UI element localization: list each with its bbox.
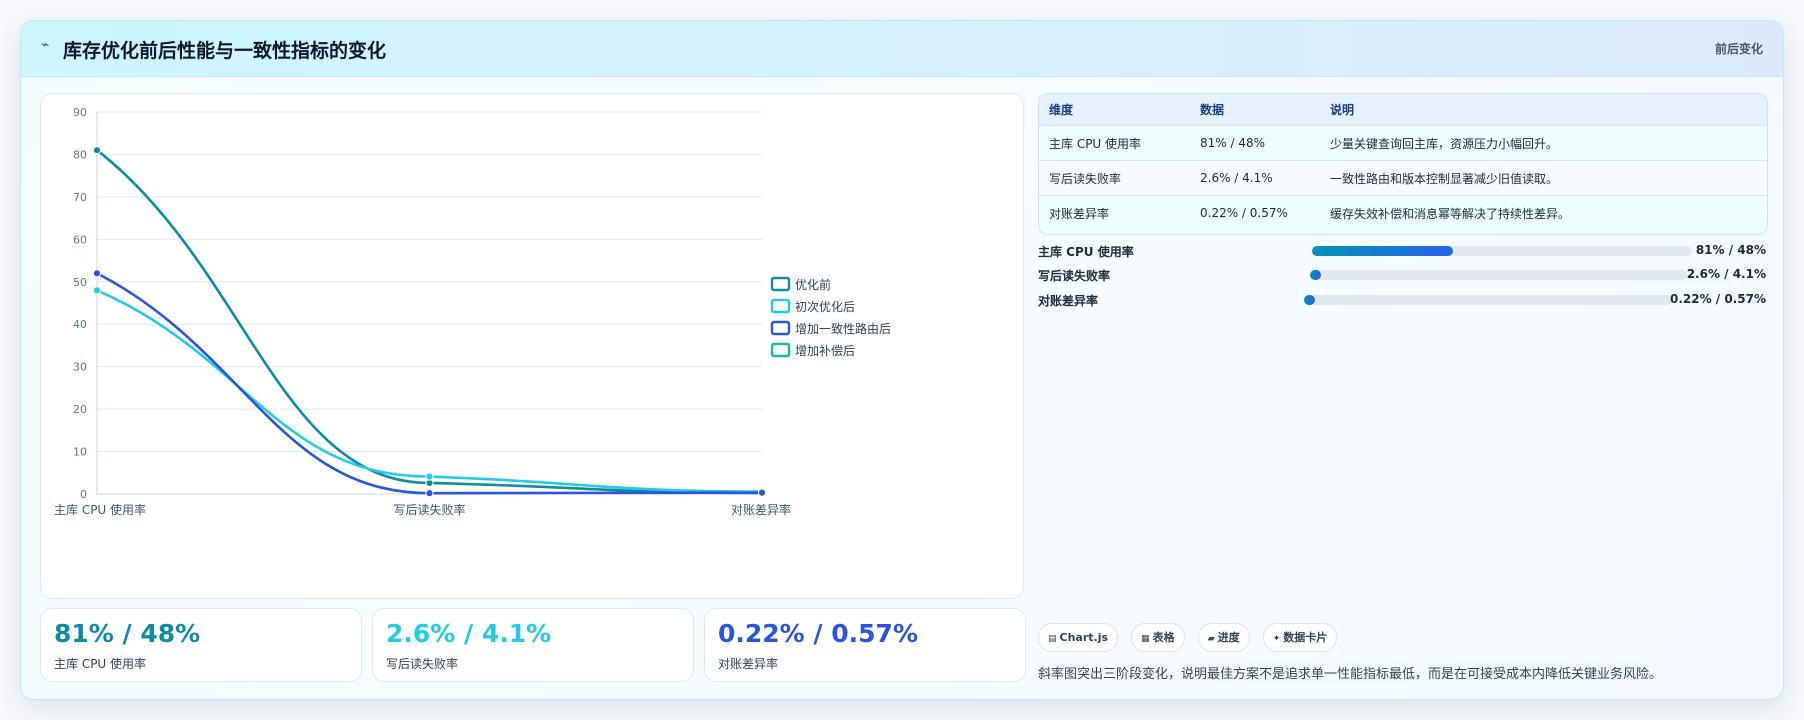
y-tick-label: 50 [73, 276, 87, 289]
table-header-cell: 数据 [1190, 94, 1320, 126]
table-header-cell: 说明 [1320, 94, 1767, 126]
chart-icon: ▤ [1048, 634, 1057, 644]
table-cell: 主库 CPU 使用率 [1039, 125, 1190, 161]
kpi-value: 81% / 48% [54, 619, 201, 648]
progress-label: 主库 CPU 使用率 [1038, 245, 1134, 259]
progress-label: 写后读失败率 [1038, 269, 1111, 283]
legend-swatch [770, 320, 791, 336]
legend-swatch [770, 298, 791, 314]
table-cell: 对账差异率 [1039, 195, 1190, 230]
data-table: 维度 数据 说明 主库 CPU 使用率 81% / 48% 少量关键查询回主库，… [1038, 93, 1768, 235]
table-row: 写后读失败率 2.6% / 4.1% 一致性路由和版本控制显著减少旧值读取。 [1039, 160, 1767, 196]
tag-list: ▤ Chart.js ▦ 表格 ▰ 进度 ✦ 数据卡片 [1038, 623, 1345, 652]
chart-note: 斜率图突出三阶段变化，说明最佳方案不是追求单一性能指标最低，而是在可接受成本内降… [1038, 667, 1663, 682]
data-point [92, 286, 102, 295]
series-line [96, 272, 763, 495]
table-row: 主库 CPU 使用率 81% / 48% 少量关键查询回主库，资源压力小幅回升。 [1039, 125, 1767, 161]
tag-table[interactable]: ▦ 表格 [1131, 623, 1185, 652]
tag-data-card[interactable]: ✦ 数据卡片 [1262, 623, 1338, 652]
tag-label: 进度 [1217, 631, 1240, 644]
y-tick-label: 90 [73, 106, 87, 119]
kpi-label: 主库 CPU 使用率 [54, 657, 147, 671]
kpi-card: 0.22% / 0.57% 对账差异率 [704, 608, 1026, 682]
table-cell: 0.22% / 0.57% [1190, 195, 1320, 230]
table-row: 对账差异率 0.22% / 0.57% 缓存失效补偿和消息幂等解决了持续性差异。 [1039, 195, 1767, 230]
progress-row: 主库 CPU 使用率 81% / 48% [1038, 241, 1766, 261]
series-line [96, 289, 763, 493]
table-cell: 写后读失败率 [1039, 160, 1190, 196]
tag-label: 表格 [1152, 631, 1175, 644]
progress-value: 81% / 48% [1695, 243, 1766, 257]
tag-label: Chart.js [1059, 631, 1109, 644]
card-icon: ✦ [1272, 634, 1281, 644]
progress-value: 0.22% / 0.57% [1670, 292, 1766, 306]
data-point [92, 146, 102, 155]
data-point [757, 488, 767, 497]
table-cell: 少量关键查询回主库，资源压力小幅回升。 [1320, 125, 1767, 161]
x-tick-label: 写后读失败率 [393, 502, 465, 517]
kpi-card: 2.6% / 4.1% 写后读失败率 [372, 608, 694, 682]
kpi-label: 写后读失败率 [386, 657, 459, 671]
chart-icon: ⌁ [41, 37, 50, 53]
line-chart: 0 10 20 30 40 50 60 70 80 90 主库 CPU 使用率 写后读失败率 对账差异率… [54, 106, 891, 517]
x-tick-label: 主库 CPU 使用率 [54, 502, 146, 517]
progress-row: 对账差异率 0.22% / 0.57% [1038, 290, 1766, 310]
chart-panel: 0 10 20 30 40 50 60 70 80 90 主库 CPU 使用率 写后读失败率 对账差异率… [40, 93, 1024, 599]
card-header: ⌁ 库存优化前后性能与一致性指标的变化 前后变化 [21, 21, 1783, 77]
table-cell: 2.6% / 4.1% [1190, 160, 1320, 196]
table-cell: 一致性路由和版本控制显著减少旧值读取。 [1320, 160, 1767, 196]
progress-track [1312, 246, 1692, 256]
table-header-cell: 维度 [1039, 94, 1190, 126]
legend-label: 初次优化后 [795, 300, 855, 314]
y-tick-label: 20 [73, 403, 87, 416]
y-tick-label: 30 [73, 361, 87, 374]
y-tick-label: 0 [80, 488, 87, 501]
data-point [425, 472, 434, 481]
y-tick-label: 60 [73, 233, 87, 246]
legend-label: 增加一致性路由后 [795, 321, 891, 336]
y-tick-label: 80 [73, 148, 87, 161]
legend-label: 优化前 [795, 277, 831, 292]
progress-fill [1304, 295, 1316, 305]
x-tick-label: 对账差异率 [731, 502, 791, 517]
table-header-row: 维度 数据 说明 [1039, 94, 1767, 126]
table-icon: ▦ [1141, 634, 1150, 644]
y-tick-label: 10 [73, 446, 87, 459]
page-title: 库存优化前后性能与一致性指标的变化 [63, 40, 387, 62]
data-point [425, 489, 434, 498]
progress-label: 对账差异率 [1038, 294, 1099, 308]
tag-label: 数据卡片 [1283, 631, 1328, 644]
table-cell: 81% / 48% [1190, 125, 1320, 161]
progress-value: 2.6% / 4.1% [1686, 267, 1766, 281]
kpi-label: 对账差异率 [718, 657, 779, 671]
series-line [96, 149, 763, 495]
kpi-value: 2.6% / 4.1% [386, 619, 552, 648]
data-point [92, 269, 102, 278]
kpi-card: 81% / 48% 主库 CPU 使用率 [40, 608, 362, 682]
legend-label: 增加补偿后 [795, 343, 855, 358]
progress-fill [1312, 246, 1453, 256]
legend-swatch [770, 276, 791, 292]
kpi-value: 0.22% / 0.57% [718, 619, 918, 648]
progress-icon: ▰ [1207, 634, 1215, 644]
y-tick-label: 70 [73, 191, 87, 204]
progress-track [1304, 295, 1672, 305]
tag-progress[interactable]: ▰ 进度 [1197, 623, 1250, 652]
header-badge: 前后变化 [1714, 42, 1763, 56]
y-tick-label: 40 [73, 318, 87, 331]
progress-row: 写后读失败率 2.6% / 4.1% [1038, 265, 1766, 285]
main-card: ⌁ 库存优化前后性能与一致性指标的变化 前后变化 0 10 20 30 40 50 60 70… [20, 20, 1784, 700]
progress-track [1310, 270, 1687, 280]
table-cell: 缓存失效补偿和消息幂等解决了持续性差异。 [1320, 195, 1767, 230]
legend-swatch [770, 342, 791, 358]
progress-fill [1310, 270, 1322, 280]
tag-chartjs[interactable]: ▤ Chart.js [1038, 623, 1119, 652]
